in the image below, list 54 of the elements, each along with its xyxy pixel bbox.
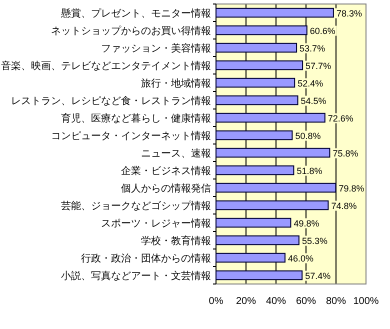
y-tick-label: 旅行・地域情報 — [141, 77, 211, 90]
data-label: 57.4% — [305, 270, 331, 281]
y-tick-label: 懸賞、プレゼント、モニター情報 — [60, 7, 211, 20]
bar — [216, 130, 293, 140]
y-tick-label: 芸能、ジョークなどゴシップ情報 — [61, 200, 211, 212]
bar — [216, 200, 329, 210]
x-tick-label: 60% — [296, 296, 316, 307]
bar — [216, 235, 300, 246]
bar — [216, 252, 286, 263]
x-tick-label: 100% — [353, 296, 379, 307]
bar — [216, 165, 294, 176]
data-label: 57.7% — [306, 60, 332, 71]
x-tick-label: 0% — [208, 296, 224, 307]
y-tick-label: 行政・政治・団体からの情報 — [81, 252, 211, 264]
data-label: 52.4% — [298, 78, 324, 88]
bar — [216, 8, 334, 18]
x-tick-label: 20% — [236, 296, 256, 307]
data-label: 75.8% — [332, 148, 358, 158]
bar — [216, 270, 303, 280]
bar — [216, 60, 304, 70]
data-label: 53.7% — [300, 43, 326, 54]
y-tick-label: 音楽、映画、テレビなどエンタテイメント情報 — [1, 60, 211, 72]
bar — [216, 78, 296, 88]
y-tick-label: 育児、医療など暮らし・健康情報 — [61, 112, 211, 124]
y-tick-label: ニュース、速報 — [141, 147, 211, 160]
data-label: 49.8% — [294, 218, 320, 228]
data-label: 78.3% — [336, 8, 362, 18]
data-label: 74.8% — [331, 200, 357, 211]
bar — [216, 112, 326, 123]
y-tick-label: 個人からの情報発信 — [121, 182, 211, 194]
data-label: 54.5% — [300, 96, 326, 106]
y-tick-label: ファッション・美容情報 — [101, 42, 211, 54]
bar — [216, 148, 330, 158]
x-tick-label: 80% — [326, 296, 346, 307]
bar — [216, 182, 336, 193]
y-tick-label: 小説、写真などアート・文芸情報 — [61, 270, 211, 282]
data-label: 72.6% — [328, 113, 354, 124]
data-label: 51.8% — [296, 166, 322, 176]
y-tick-label: ネットショップからのお買い得情報 — [51, 24, 211, 37]
bar — [216, 42, 298, 53]
bar — [216, 25, 308, 36]
y-tick-label: 企業・ビジネス情報 — [121, 164, 211, 177]
bar — [216, 95, 298, 106]
data-label: 55.3% — [302, 236, 328, 246]
data-label: 46.0% — [288, 253, 314, 264]
data-label: 79.8% — [338, 183, 364, 194]
y-tick-label: 学校・教育情報 — [141, 234, 211, 247]
y-tick-label: レストラン、レシピなど食・レストラン情報 — [11, 94, 211, 107]
data-label: 50.8% — [295, 130, 321, 141]
y-tick-label: スポーツ・レジャー情報 — [101, 217, 211, 230]
bar — [216, 218, 292, 228]
y-tick-label: コンピュータ・インターネット情報 — [51, 130, 211, 142]
x-tick-label: 40% — [266, 296, 286, 307]
data-label: 60.6% — [310, 26, 336, 36]
